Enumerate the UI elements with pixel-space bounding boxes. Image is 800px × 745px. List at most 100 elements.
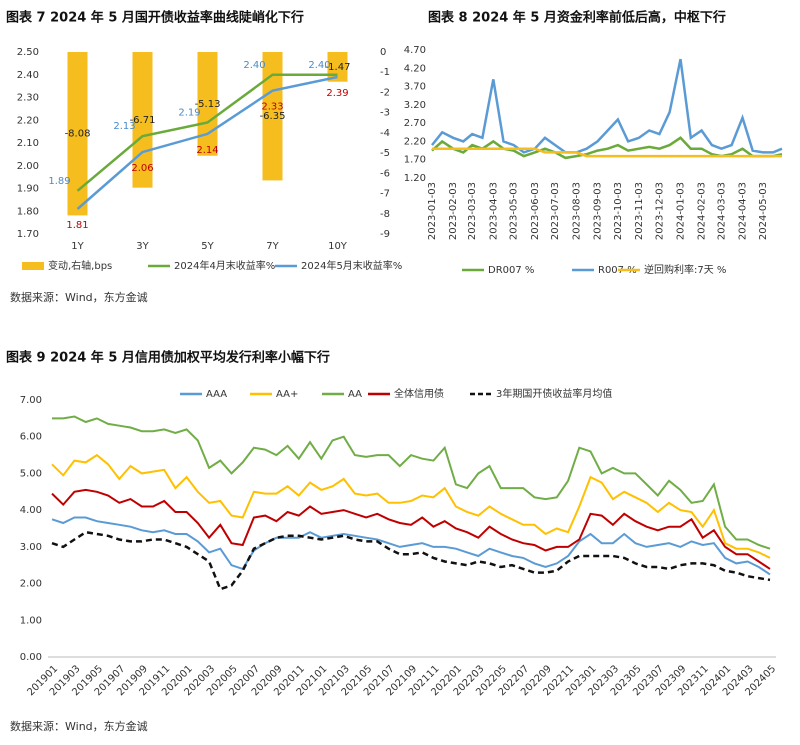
y-tick-label: 4.00 bbox=[20, 505, 42, 516]
line bbox=[76, 75, 338, 210]
legend-label: 2024年5月末收益率% bbox=[301, 259, 402, 272]
data-label: -6.71 bbox=[130, 115, 156, 126]
source-note: 数据来源：Wind，东方金诚 bbox=[10, 719, 148, 733]
data-label: -1.47 bbox=[325, 62, 351, 73]
y-tick-label: -9 bbox=[380, 229, 390, 240]
y-tick-label: 6.00 bbox=[20, 432, 42, 443]
y-tick-label: -2 bbox=[380, 87, 390, 98]
data-label: 2.33 bbox=[261, 102, 283, 113]
y-tick-label: 2.40 bbox=[17, 70, 39, 81]
y-tick-label: 5.00 bbox=[20, 468, 42, 479]
x-tick-label: 2023-06-03 bbox=[530, 182, 541, 240]
bar bbox=[262, 52, 283, 181]
y-tick-label: 0.00 bbox=[20, 652, 42, 663]
y-tick-label: 7.00 bbox=[20, 395, 42, 406]
x-tick-label: 3Y bbox=[136, 241, 149, 252]
legend-label: R007 % bbox=[598, 265, 637, 276]
x-tick-label: 1Y bbox=[71, 241, 84, 252]
bar bbox=[67, 52, 88, 216]
x-tick-label: 2024-02-03 bbox=[697, 182, 708, 240]
x-tick-label: 2023-04-03 bbox=[488, 182, 499, 240]
line bbox=[51, 516, 771, 576]
x-tick-label: 2023-09-03 bbox=[592, 182, 603, 240]
y-tick-label: 2.70 bbox=[404, 118, 426, 129]
x-tick-label: 2023-02-03 bbox=[448, 182, 459, 240]
y-tick-label: 2.00 bbox=[17, 161, 39, 172]
x-tick-label: 2023-05-03 bbox=[509, 182, 520, 240]
y-tick-label: 2.20 bbox=[17, 115, 39, 126]
x-tick-label: 2024-05-03 bbox=[758, 182, 769, 240]
y-tick-label: 2.00 bbox=[20, 579, 42, 590]
y-tick-label: 2.20 bbox=[404, 136, 426, 147]
y-tick-label: 4.20 bbox=[404, 63, 426, 74]
data-label: -6.35 bbox=[260, 111, 286, 122]
y-tick-label: 1.70 bbox=[404, 155, 426, 166]
y-tick-label: -7 bbox=[380, 189, 390, 200]
chart-title: 图表 9 2024 年 5 月信用债加权平均发行利率小幅下行 bbox=[6, 350, 330, 366]
legend-label: 逆回购利率:7天 % bbox=[644, 263, 726, 276]
legend-label: 3年期国开债收益率月均值 bbox=[496, 387, 612, 400]
y-tick-label: -4 bbox=[380, 128, 390, 139]
bar bbox=[132, 52, 153, 188]
y-tick-label: 2.30 bbox=[17, 93, 39, 104]
y-tick-label: 4.70 bbox=[404, 45, 426, 56]
data-label: 2.39 bbox=[326, 88, 348, 99]
x-tick-label: 10Y bbox=[328, 241, 348, 252]
legend-label: AA bbox=[348, 389, 362, 400]
chart-title: 图表 8 2024 年 5 月资金利率前低后高，中枢下行 bbox=[428, 10, 726, 26]
legend-swatch bbox=[22, 262, 44, 270]
line bbox=[51, 530, 771, 591]
x-tick-label: 2024-03-03 bbox=[716, 182, 727, 240]
chart-title: 图表 7 2024 年 5 月国开债收益率曲线陡峭化下行 bbox=[6, 10, 304, 26]
y-tick-label: 2.10 bbox=[17, 138, 39, 149]
legend-label: 全体信用债 bbox=[394, 387, 444, 400]
y-tick-label: 1.70 bbox=[17, 229, 39, 240]
line bbox=[51, 453, 771, 559]
x-tick-label: 2024-04-03 bbox=[738, 182, 749, 240]
y-tick-label: 1.90 bbox=[17, 184, 39, 195]
data-label: 2.19 bbox=[178, 108, 200, 119]
x-tick-label: 2023-10-03 bbox=[613, 182, 624, 240]
y-tick-label: -1 bbox=[380, 67, 390, 78]
line bbox=[51, 488, 771, 570]
data-label: 2.13 bbox=[113, 121, 135, 132]
x-tick-label: 2023-11-03 bbox=[634, 182, 645, 240]
x-tick-label: 2024-01-03 bbox=[676, 182, 687, 240]
x-tick-label: 2023-01-03 bbox=[427, 182, 438, 240]
data-label: -5.13 bbox=[195, 99, 221, 110]
y-tick-label: -3 bbox=[380, 108, 390, 119]
y-tick-label: -5 bbox=[380, 148, 390, 159]
y-tick-label: -8 bbox=[380, 209, 390, 220]
legend-label: DR007 % bbox=[488, 265, 534, 276]
x-tick-label: 7Y bbox=[266, 241, 279, 252]
y-tick-label: 3.00 bbox=[20, 542, 42, 553]
y-tick-label: 3.70 bbox=[404, 82, 426, 93]
data-label: 2.40 bbox=[308, 60, 330, 71]
y-tick-label: 1.20 bbox=[404, 173, 426, 184]
legend-label: 2024年4月末收益率% bbox=[174, 259, 275, 272]
data-label: 1.89 bbox=[48, 176, 70, 187]
x-tick-label: 2023-08-03 bbox=[571, 182, 582, 240]
data-label: 2.40 bbox=[243, 60, 265, 71]
data-label: 2.06 bbox=[131, 163, 153, 174]
legend-label: AA+ bbox=[276, 389, 298, 400]
data-label: -8.08 bbox=[65, 129, 91, 140]
y-tick-label: 3.20 bbox=[404, 100, 426, 111]
x-tick-label: 2023-07-03 bbox=[550, 182, 561, 240]
legend-label: AAA bbox=[206, 389, 227, 400]
legend-label: 变动,右轴,bps bbox=[48, 259, 112, 272]
line bbox=[52, 415, 771, 550]
y-tick-label: 0 bbox=[380, 47, 386, 58]
y-tick-label: -6 bbox=[380, 168, 390, 179]
source-note: 数据来源：Wind，东方金诚 bbox=[10, 290, 148, 304]
x-tick-label: 2023-12-03 bbox=[654, 182, 665, 240]
y-tick-label: 1.00 bbox=[20, 615, 42, 626]
y-tick-label: 2.50 bbox=[17, 47, 39, 58]
line bbox=[431, 58, 783, 154]
line bbox=[432, 147, 782, 158]
line bbox=[76, 73, 338, 192]
x-tick-label: 2023-03-03 bbox=[467, 182, 478, 240]
data-label: 1.81 bbox=[66, 220, 88, 231]
data-label: 2.14 bbox=[196, 145, 218, 156]
